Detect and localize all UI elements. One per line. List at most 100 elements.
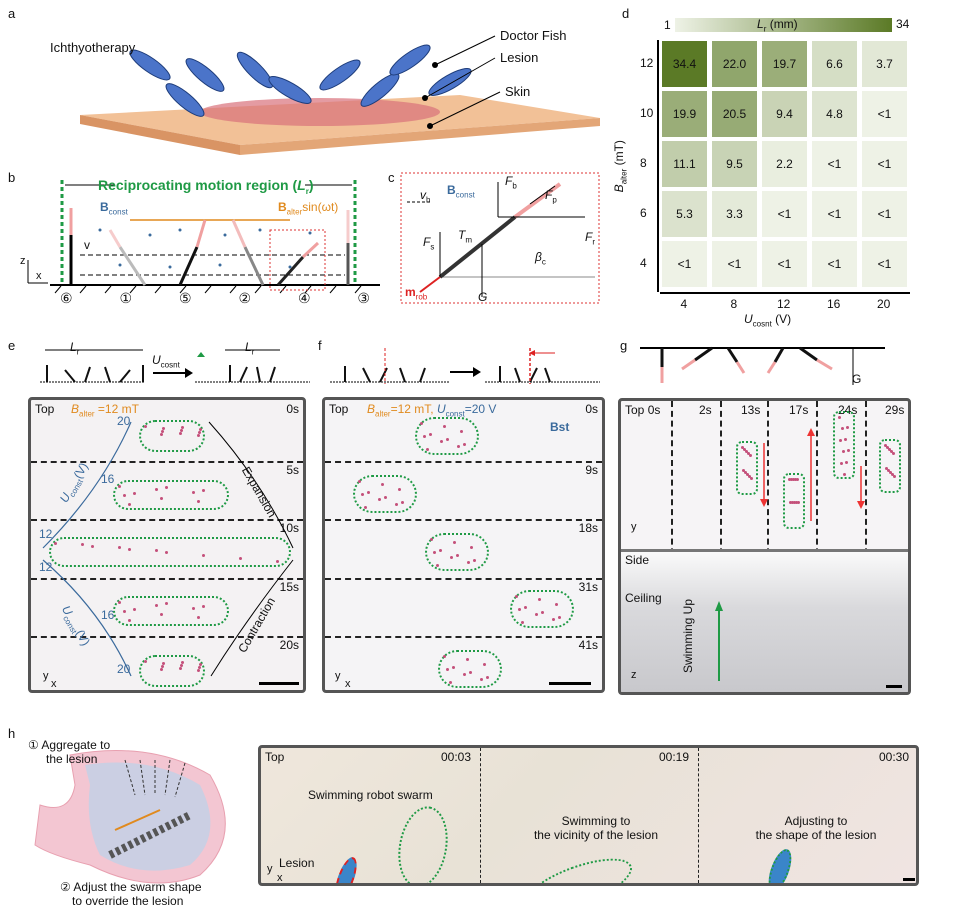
swarm-outline xyxy=(353,475,417,513)
robot-dot xyxy=(450,556,453,559)
robot-dot xyxy=(192,607,195,610)
robot-dot xyxy=(162,427,165,430)
c-v-h: vh xyxy=(420,188,431,205)
robot-dot xyxy=(470,546,473,549)
robot-dot xyxy=(460,430,463,433)
robot-dot xyxy=(792,478,795,481)
x-tick-label: 16 xyxy=(827,297,841,311)
swarm-outline xyxy=(392,802,454,883)
robot-dot xyxy=(162,662,165,665)
robot-dot xyxy=(165,551,168,554)
x-axis-line xyxy=(660,292,910,294)
robot-dot xyxy=(118,546,121,549)
heatmap-cell: <1 xyxy=(862,241,907,287)
robot-dot xyxy=(889,471,892,474)
robot-dot xyxy=(845,461,848,464)
position-5: ⑤ xyxy=(178,290,192,306)
robot-dot xyxy=(843,473,846,476)
swarm-outline xyxy=(425,533,489,571)
robot-dot xyxy=(748,475,751,478)
robot-dot xyxy=(893,475,896,478)
robot-dot xyxy=(742,469,745,472)
robot-dot xyxy=(128,503,131,506)
robot-dot xyxy=(796,478,799,481)
robot-dot xyxy=(420,422,423,425)
robot-dot xyxy=(436,564,439,567)
swarm-outline xyxy=(139,420,205,452)
robot-dot xyxy=(515,595,518,598)
g-time-5: 29s xyxy=(885,403,905,417)
robot-dot xyxy=(160,668,163,671)
scale-bar xyxy=(259,682,299,685)
heatmap-cell: 22.0 xyxy=(712,41,757,87)
axis-y: y xyxy=(631,521,637,533)
h-view-label: Top xyxy=(265,750,285,764)
e-voltage-16-top: 16 xyxy=(101,472,115,486)
position-1: ① xyxy=(119,290,133,306)
h-time-2: 00:30 xyxy=(879,750,910,764)
e-b-alter: Balter =12 mT xyxy=(71,402,139,419)
robot-dot xyxy=(144,425,147,428)
swarm-outline xyxy=(113,480,229,510)
f-time-3: 31s xyxy=(578,580,598,594)
robot-dot xyxy=(128,619,131,622)
robot-dot xyxy=(160,497,163,500)
robot-dot xyxy=(439,549,442,552)
robot-dot xyxy=(123,494,126,497)
robot-dot xyxy=(118,601,121,604)
robot-dot xyxy=(179,432,182,435)
position-2: ② xyxy=(238,290,252,306)
heatmap-cell: <1 xyxy=(812,191,857,237)
c-f-p: Fp xyxy=(545,188,557,205)
force-diagram xyxy=(400,172,600,304)
robot-dot xyxy=(430,538,433,541)
colorbar-max: 34 xyxy=(896,17,910,31)
y-tick-label: 12 xyxy=(640,56,654,70)
swarm-outline xyxy=(833,411,855,479)
robot-dot xyxy=(144,660,147,663)
robot-dot xyxy=(750,477,753,480)
heatmap-cell: <1 xyxy=(862,141,907,187)
b-alter-label: Baltersin(ωt) xyxy=(278,200,339,217)
scale-bar xyxy=(903,878,915,881)
robot-dot xyxy=(453,541,456,544)
c-f-s: Fs xyxy=(423,235,435,252)
robot-dot xyxy=(54,542,57,545)
g-time-1: 2s xyxy=(699,403,712,417)
ichthyotherapy-label: Ichthyotherapy xyxy=(50,40,136,55)
scale-bar xyxy=(549,682,591,685)
robot-dot xyxy=(891,473,894,476)
robot-dot xyxy=(358,480,361,483)
robot-dot xyxy=(518,608,521,611)
robot-dot xyxy=(202,554,205,557)
robot-dot xyxy=(180,664,183,667)
heatmap-cell: 2.2 xyxy=(762,141,807,187)
panel-label-b: b xyxy=(8,170,16,185)
robot-dot xyxy=(747,452,750,455)
ceiling-schematic xyxy=(640,346,885,385)
heatmap-cell: 19.9 xyxy=(662,91,707,137)
g-time-2: 13s xyxy=(741,403,761,417)
f-time-2: 18s xyxy=(578,521,598,535)
robot-dot xyxy=(161,665,164,668)
reciprocating-motion-diagram xyxy=(27,180,380,294)
robot-dot xyxy=(524,606,527,609)
c-m-rob: mrob xyxy=(405,285,428,302)
axis-y: y xyxy=(43,670,49,682)
robot-dot xyxy=(276,560,279,563)
x-tick-label: 20 xyxy=(877,297,891,311)
robot-dot xyxy=(555,603,558,606)
e-lr-right: Lr xyxy=(245,340,255,357)
robot-dot xyxy=(367,491,370,494)
e-time-3: 15s xyxy=(279,580,299,594)
panel-label-f: f xyxy=(318,338,322,353)
x-tick-label: 12 xyxy=(777,297,791,311)
heatmap-cell: 11.1 xyxy=(662,141,707,187)
robot-dot xyxy=(199,663,202,666)
robot-dot xyxy=(81,543,84,546)
robot-dot xyxy=(541,611,544,614)
robot-dot xyxy=(466,658,469,661)
robot-dot xyxy=(161,430,164,433)
robot-dot xyxy=(469,671,472,674)
x-tick-label: 8 xyxy=(730,297,738,311)
